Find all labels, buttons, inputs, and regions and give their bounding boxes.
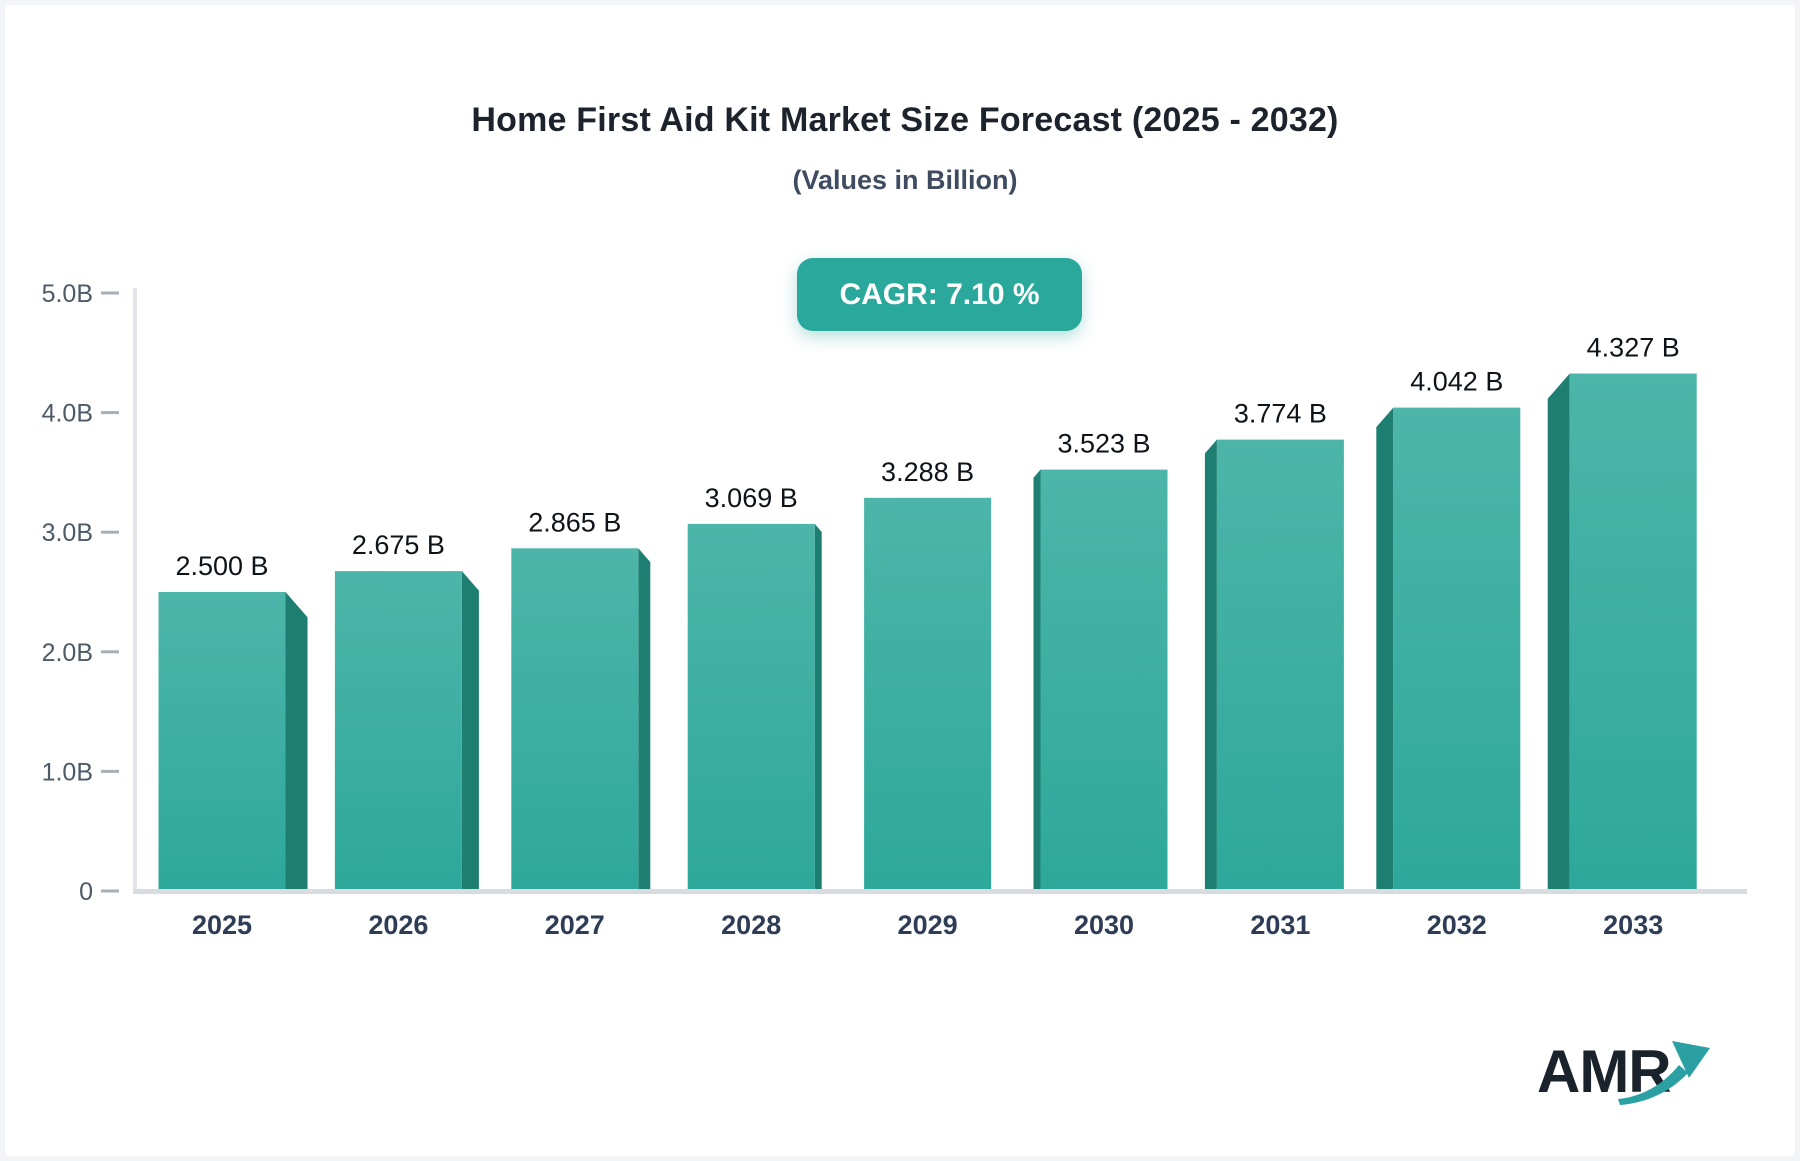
- chart-title: Home First Aid Kit Market Size Forecast …: [471, 101, 1339, 139]
- bar-side-2025: [285, 592, 308, 891]
- x-tick-label: 2031: [1250, 910, 1310, 940]
- bar-side-2027: [638, 548, 651, 891]
- y-tick-label: 1.0B: [42, 758, 93, 786]
- x-tick-label: 2027: [545, 910, 605, 940]
- bar-value-label: 3.288 B: [881, 457, 974, 487]
- bar-chart: 0 1.0B 2.0B 3.0B 4.0B 5.0B 2.500 B 2.675 B 2.865…: [42, 280, 1747, 940]
- y-tick-dash: [101, 530, 119, 534]
- x-tick-label: 2028: [721, 910, 781, 940]
- y-tick-label: 2.0B: [42, 639, 93, 667]
- cagr-badge-label: CAGR: 7.10 %: [839, 277, 1040, 311]
- bar-value-label: 2.500 B: [175, 551, 268, 581]
- y-tick-dash: [101, 291, 119, 295]
- x-tick-label: 2026: [368, 910, 428, 940]
- y-tick-dash: [101, 769, 119, 773]
- bar-value-label: 3.523 B: [1057, 429, 1150, 459]
- bar-value-label: 2.865 B: [528, 507, 621, 537]
- y-axis-line: [133, 288, 137, 894]
- bar-side-2028: [814, 523, 822, 891]
- bar-2031: [1216, 439, 1344, 891]
- bar-2033: [1569, 373, 1697, 891]
- chart-subtitle: (Values in Billion): [792, 165, 1018, 195]
- bar-2030: [1040, 469, 1168, 891]
- bar-side-2032: [1376, 407, 1394, 891]
- bar-value-label: 4.042 B: [1410, 367, 1503, 397]
- bar-2027: [511, 548, 639, 891]
- x-axis-line: [133, 889, 1747, 894]
- y-tick-label: 5.0B: [42, 280, 93, 308]
- bar-side-2033: [1547, 373, 1570, 891]
- x-tick-label: 2030: [1074, 910, 1134, 940]
- bar-side-2031: [1204, 439, 1217, 891]
- y-tick-label: 0: [79, 878, 93, 906]
- x-tick-label: 2025: [192, 910, 252, 940]
- bar-value-label: 4.327 B: [1587, 333, 1680, 363]
- y-tick-dash: [101, 411, 119, 415]
- bar-2026: [334, 571, 462, 891]
- bar-side-2030: [1033, 469, 1041, 891]
- y-tick-dash: [101, 889, 119, 893]
- bar-value-label: 3.774 B: [1234, 399, 1327, 429]
- growth-arrow-icon: [1618, 1041, 1710, 1105]
- bar-2028: [687, 523, 815, 891]
- bar-value-label: 2.675 B: [352, 530, 445, 560]
- bar-2025: [158, 592, 286, 891]
- bar-side-2026: [461, 571, 479, 891]
- x-tick-label: 2032: [1427, 910, 1487, 940]
- y-tick-label: 4.0B: [42, 400, 93, 428]
- bar-value-label: 3.069 B: [705, 483, 798, 513]
- y-tick-dash: [101, 650, 119, 654]
- x-tick-label: 2029: [898, 910, 958, 940]
- bar-2032: [1393, 407, 1521, 891]
- chart-card: Home First Aid Kit Market Size Forecast …: [5, 5, 1795, 1156]
- cagr-badge: CAGR: 7.10 %: [797, 258, 1082, 331]
- x-tick-label: 2033: [1603, 910, 1663, 940]
- bar-2029: [864, 497, 992, 891]
- y-tick-label: 3.0B: [42, 519, 93, 547]
- amr-logo: AMR: [1537, 1037, 1777, 1117]
